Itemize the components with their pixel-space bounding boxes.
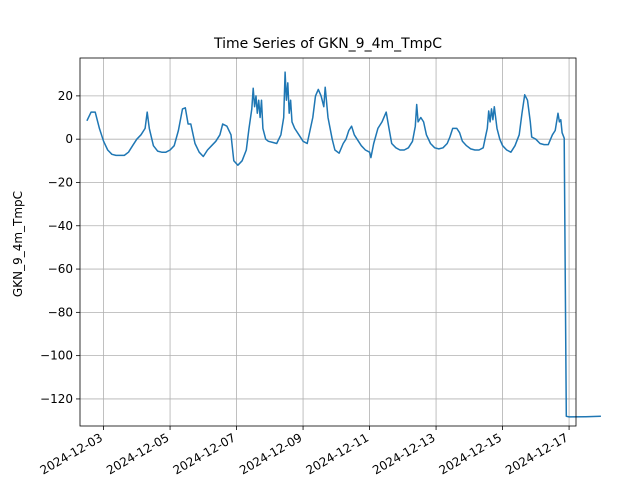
axes-frame xyxy=(79,57,577,427)
y-tick-label: −60 xyxy=(48,262,73,276)
y-tick-label: 0 xyxy=(65,132,73,146)
series-line xyxy=(86,71,601,418)
y-tick-label: −80 xyxy=(48,305,73,319)
y-tick-label: −20 xyxy=(48,175,73,189)
y-tick-label: −120 xyxy=(40,392,73,406)
y-axis-ticks: 20 0 −20 −40 −60 −80 −100 −120 xyxy=(40,89,80,406)
y-tick-label: −40 xyxy=(48,219,73,233)
chart-title: Time Series of GKN_9_4m_TmpC xyxy=(213,36,442,52)
y-tick-label: 20 xyxy=(58,89,73,103)
y-axis-label: GKN_9_4m_TmpC xyxy=(11,191,25,297)
data-series xyxy=(86,71,601,418)
y-tick-label: −100 xyxy=(40,349,73,363)
grid-lines xyxy=(80,58,576,426)
